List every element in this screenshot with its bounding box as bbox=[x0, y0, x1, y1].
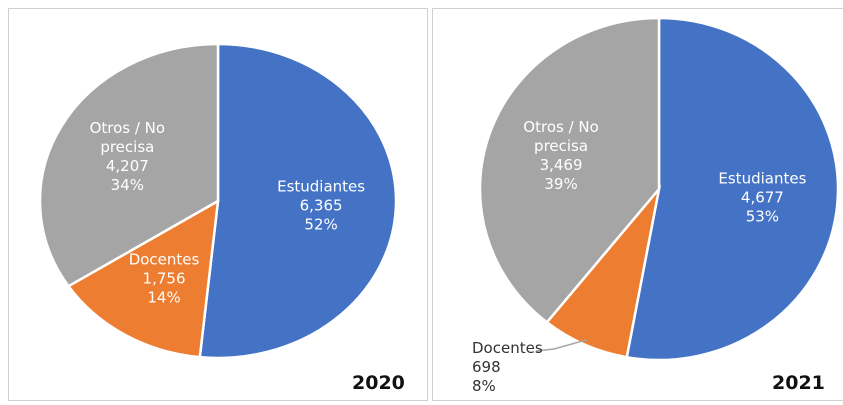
pie-slice bbox=[38, 42, 220, 288]
data-label: Docentes 1,756 14% bbox=[108, 250, 220, 307]
slice-percent: 14% bbox=[147, 288, 181, 307]
pie-slice bbox=[625, 16, 840, 362]
slice-name: Estudiantes bbox=[277, 177, 366, 196]
slice-value: 1,756 bbox=[142, 269, 186, 288]
data-label: Otros / No precisa 4,207 34% bbox=[71, 119, 183, 195]
panel-border bbox=[432, 8, 843, 401]
pie-slice bbox=[66, 198, 220, 359]
slice-value: 698 bbox=[472, 358, 501, 376]
slice-percent: 52% bbox=[304, 215, 338, 234]
data-label: Otros / No precisa 3,469 39% bbox=[505, 118, 617, 194]
pie-slice bbox=[198, 42, 398, 360]
pie-slice bbox=[478, 16, 661, 325]
data-label: Estudiantes 4,677 53% bbox=[706, 169, 818, 226]
slice-value: 6,365 bbox=[299, 196, 343, 215]
chart-title: 2021 bbox=[772, 372, 825, 394]
slice-percent: 34% bbox=[110, 176, 144, 195]
slice-value: 3,469 bbox=[539, 156, 583, 175]
chart-title: 2020 bbox=[352, 372, 405, 394]
slice-name: Otros / No precisa bbox=[89, 119, 166, 157]
slice-name: Docentes bbox=[472, 339, 543, 357]
leader-line bbox=[535, 339, 587, 352]
slice-name: Estudiantes bbox=[718, 169, 807, 188]
slice-value: 4,677 bbox=[740, 188, 784, 207]
slice-percent: 39% bbox=[544, 175, 578, 194]
slice-value: 4,207 bbox=[105, 157, 149, 176]
panel-border bbox=[8, 8, 428, 401]
data-label: Estudiantes 6,365 52% bbox=[265, 177, 377, 234]
slice-percent: 53% bbox=[745, 207, 780, 226]
data-label: Docentes 698 8% bbox=[472, 339, 562, 396]
slice-name: Docentes bbox=[128, 250, 200, 269]
slice-percent: 8% bbox=[472, 377, 496, 395]
slice-name: Otros / No precisa bbox=[523, 118, 599, 156]
